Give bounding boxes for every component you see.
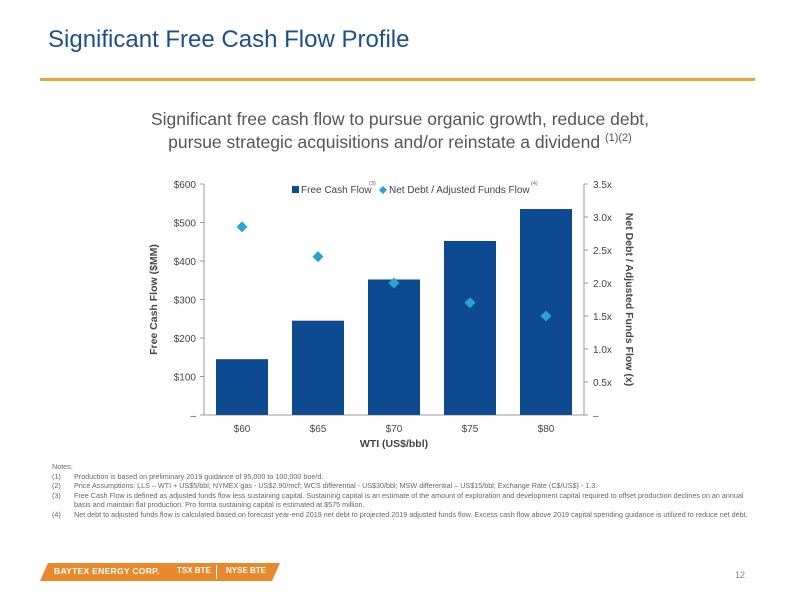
chart-subtitle: Significant free cash flow to pursue org…: [100, 110, 700, 152]
left-tick-label: $500: [174, 219, 197, 230]
legend-ref-net-debt: (4): [531, 181, 538, 187]
note-number: (3): [52, 490, 61, 500]
subtitle-refs: (1)(2): [604, 132, 632, 144]
right-tick-label: 1.5x: [593, 312, 612, 323]
fcf-bar: [216, 359, 268, 415]
left-tick-label: $600: [174, 180, 197, 191]
legend-label-fcf: Free Cash Flow: [301, 185, 372, 196]
right-tick-label: 0.5x: [593, 378, 612, 389]
x-tick-label: $65: [310, 424, 327, 435]
right-y-axis-label: Net Debt / Adjusted Funds Flow (x): [623, 213, 635, 386]
net-debt-point: [236, 221, 248, 233]
subtitle-line-2-text: pursue strategic acquisitions and/or rei…: [168, 131, 601, 152]
left-tick-label: –: [190, 411, 196, 422]
note-item: (3) Free Cash Flow is defined as adjusted…: [52, 491, 757, 510]
right-tick-label: 1.0x: [593, 345, 612, 356]
notes-heading: Notes:: [52, 462, 73, 471]
ticker-divider: [216, 565, 217, 579]
nyse-ticker: NYSE BTE: [226, 566, 267, 575]
fcf-bar: [292, 320, 344, 415]
fcf-bar: [368, 279, 420, 415]
note-item: (1) Production is based on preliminary 20…: [52, 472, 757, 482]
legend-label-net-debt: Net Debt / Adjusted Funds Flow: [389, 185, 530, 196]
title-divider: [40, 78, 755, 81]
subtitle-line-2: pursue strategic acquisitions and/or rei…: [100, 129, 700, 152]
net-debt-point: [312, 251, 324, 263]
notes-section: Notes: (1) Production is based on prelimi…: [52, 462, 757, 520]
footer-band: [40, 563, 280, 581]
company-logo-text: BAYTEX ENERGY CORP.: [54, 566, 160, 576]
note-number: (4): [52, 509, 61, 519]
x-tick-label: $70: [386, 424, 403, 435]
right-tick-label: 2.0x: [593, 279, 612, 290]
note-number: (2): [52, 481, 61, 491]
note-text: Production is based on preliminary 2019 …: [74, 471, 324, 481]
x-tick-label: $75: [462, 424, 479, 435]
fcf-bar: [444, 240, 496, 415]
net-debt-point: [464, 297, 476, 309]
page-title: Significant Free Cash Flow Profile: [48, 26, 410, 53]
legend-swatch-fcf: [292, 186, 299, 193]
right-tick-label: 2.5x: [593, 246, 612, 257]
note-item: (2) Price Assumptions: LLS – WTI + US$5/b…: [52, 481, 757, 491]
left-tick-label: $400: [174, 257, 197, 268]
left-tick-label: $200: [174, 334, 197, 345]
page-number: 12: [735, 570, 746, 580]
right-tick-label: 3.0x: [593, 213, 612, 224]
legend-ref-fcf: (3): [369, 181, 376, 187]
tsx-ticker: TSX BTE: [177, 566, 211, 575]
legend-swatch-net-debt: [379, 186, 387, 194]
net-debt-point: [388, 277, 400, 289]
note-text: Price Assumptions: LLS – WTI + US$5/bbl;…: [74, 481, 598, 491]
right-tick-label: 3.5x: [593, 180, 612, 191]
note-text: Net debt to adjusted funds flow is calcu…: [74, 509, 748, 519]
right-tick-label: –: [593, 411, 599, 422]
x-tick-label: $80: [538, 424, 555, 435]
x-tick-label: $60: [234, 424, 251, 435]
x-axis-label: WTI (US$/bbl): [360, 438, 428, 450]
note-text: Free Cash Flow is defined as adjusted fu…: [74, 490, 744, 510]
left-tick-label: $300: [174, 296, 197, 307]
note-number: (1): [52, 471, 61, 481]
note-item: (4) Net debt to adjusted funds flow is ca…: [52, 510, 757, 520]
left-tick-label: $100: [174, 373, 197, 384]
left-y-axis-label: Free Cash Flow ($MM): [148, 244, 160, 355]
subtitle-line-1: Significant free cash flow to pursue org…: [150, 109, 650, 129]
net-debt-point: [540, 310, 552, 322]
footer-banner: BAYTEX ENERGY CORP. TSX BTE NYSE BTE: [40, 563, 280, 581]
